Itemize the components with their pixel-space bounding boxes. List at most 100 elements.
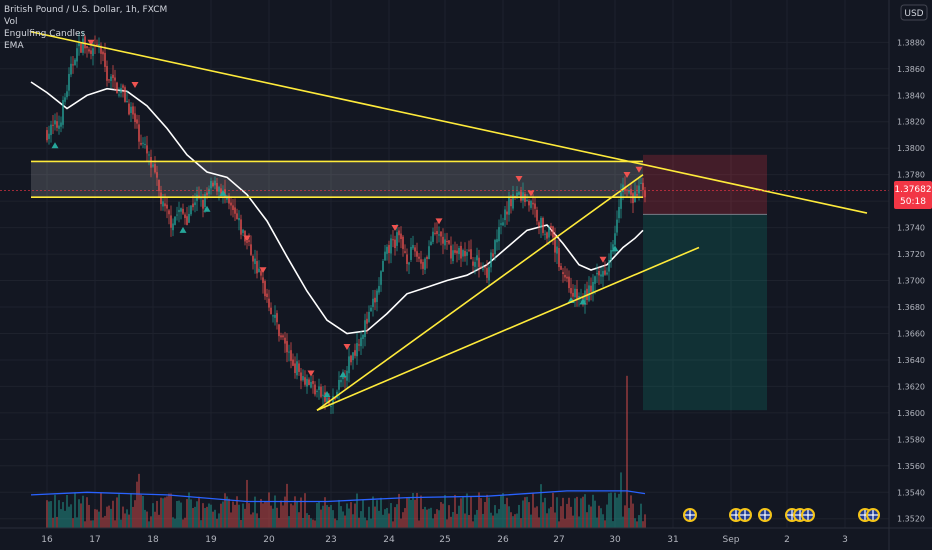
candle-body xyxy=(292,359,294,366)
bearish-engulfing-marker xyxy=(635,166,643,173)
candle-body xyxy=(186,216,188,225)
volume-bar xyxy=(242,503,244,528)
zone-fill xyxy=(31,161,643,198)
symbol-title[interactable]: British Pound / U.S. Dollar, 1h, FXCM xyxy=(4,5,168,15)
volume-bar xyxy=(574,498,576,528)
candle-body xyxy=(302,376,304,381)
volume-bar xyxy=(72,518,74,528)
candle-body xyxy=(534,203,536,209)
volume-bar xyxy=(132,506,134,528)
volume-bar xyxy=(446,519,448,528)
candle-body xyxy=(630,188,632,195)
candle-body xyxy=(286,341,288,353)
bearish-engulfing-marker xyxy=(623,172,631,179)
short-position-tool[interactable] xyxy=(643,154,767,411)
candle-body xyxy=(422,262,424,269)
engulfing-signals xyxy=(51,39,643,397)
candle-body xyxy=(518,192,520,195)
volume-bar xyxy=(188,492,190,528)
volume-bar xyxy=(468,515,470,528)
price-tick-label: 1.3660 xyxy=(897,329,925,338)
bearish-engulfing-marker xyxy=(343,344,351,351)
volume-bar xyxy=(204,507,206,528)
candle-body xyxy=(206,192,208,196)
candle-body xyxy=(208,188,210,194)
candle-body xyxy=(318,386,320,390)
volume-bar xyxy=(486,494,488,528)
candle-body xyxy=(442,236,444,244)
candle-body xyxy=(174,216,176,225)
take-profit-area xyxy=(643,214,767,411)
time-axis[interactable]: 16 17 18 19 20 23 24 25 26 27 30 31 Sep 2 3 xyxy=(41,535,848,545)
price-axis[interactable]: 1.3880 1.3860 1.3840 1.3820 1.3800 1.3780 1.37… xyxy=(897,38,925,523)
volume-bar xyxy=(434,513,436,528)
volume-bar xyxy=(466,493,468,528)
bearish-engulfing-marker xyxy=(391,224,399,231)
volume-bar xyxy=(106,506,108,528)
candle-body xyxy=(236,213,238,220)
volume-bar xyxy=(608,493,610,528)
currency-badge[interactable]: USD xyxy=(900,4,928,21)
volume-bar xyxy=(264,501,266,528)
candle-body xyxy=(366,318,368,324)
candle-body xyxy=(512,194,514,209)
volume-bar xyxy=(88,504,90,528)
ema-line xyxy=(30,81,644,335)
candle-body xyxy=(470,249,472,260)
candle-body xyxy=(74,59,76,66)
candle-body xyxy=(250,244,252,255)
volume-bar xyxy=(94,509,96,528)
candle-body xyxy=(166,204,168,209)
candle-body xyxy=(216,183,218,192)
candle-body xyxy=(572,292,574,297)
volume-bar xyxy=(210,504,212,528)
candle-body xyxy=(130,106,132,114)
indicator-ema[interactable]: EMA xyxy=(4,41,24,51)
volume-bar xyxy=(278,517,280,528)
volume-bar xyxy=(300,497,302,528)
volume-bar xyxy=(560,506,562,528)
candle-body xyxy=(388,245,390,254)
candle-body xyxy=(362,334,364,339)
volume-bar xyxy=(162,498,164,528)
candle-body xyxy=(626,189,628,191)
volume-bar xyxy=(262,503,264,528)
trendline xyxy=(30,30,868,214)
volume-bar xyxy=(372,496,374,528)
candle-body xyxy=(384,251,386,261)
volume-bar xyxy=(470,496,472,528)
candle-body xyxy=(268,298,270,308)
candle-body xyxy=(300,372,302,381)
candle-body xyxy=(370,307,372,312)
volume-bar xyxy=(174,518,176,528)
candle-body xyxy=(496,239,498,243)
bullish-engulfing-marker xyxy=(611,245,619,252)
indicator-vol[interactable]: Vol xyxy=(4,17,18,27)
trendlines[interactable] xyxy=(30,30,868,411)
resistance-zone[interactable] xyxy=(31,161,643,198)
volume-bar xyxy=(588,504,590,528)
volume-bar xyxy=(236,496,238,528)
price-tick-label: 1.3700 xyxy=(897,277,925,286)
volume-bar xyxy=(496,513,498,528)
candle-body xyxy=(80,42,82,53)
candle-body xyxy=(136,119,138,124)
volume-bar xyxy=(436,509,438,528)
candle-body xyxy=(392,239,394,241)
volume-bar xyxy=(396,504,398,528)
price-tick-label: 1.3740 xyxy=(897,224,925,233)
candle-body xyxy=(176,214,178,216)
volume-bar xyxy=(158,514,160,528)
volume-bar xyxy=(194,506,196,528)
volume-bar xyxy=(230,512,232,528)
economic-events[interactable] xyxy=(683,508,880,522)
indicator-engulfing[interactable]: Engulfing Candles xyxy=(4,29,86,39)
volume-bar xyxy=(288,516,290,528)
candle-body xyxy=(576,288,578,301)
volume-bar xyxy=(544,497,546,528)
volume-bar xyxy=(422,509,424,528)
volume-bar xyxy=(296,501,298,528)
volume-bar xyxy=(222,501,224,528)
